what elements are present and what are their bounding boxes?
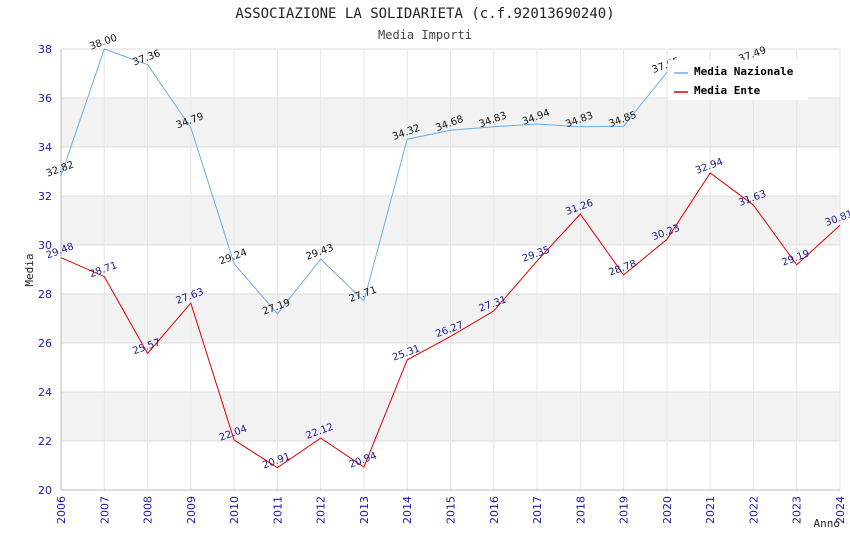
x-tick-label: 2007 — [98, 496, 111, 524]
grid-lines — [60, 48, 841, 491]
y-tick-label: 24 — [38, 386, 52, 399]
x-tick-label: 2009 — [185, 496, 198, 524]
legend-entry: Media Nazionale — [694, 65, 794, 78]
x-tick-label: 2010 — [228, 496, 241, 524]
y-tick-label: 32 — [38, 190, 52, 203]
data-label: 38.00 — [88, 33, 119, 53]
y-tick-label: 26 — [38, 337, 52, 350]
x-tick-label: 2022 — [747, 496, 760, 524]
x-tick-label: 2020 — [661, 496, 674, 524]
y-axis-ticks: 20 22 24 26 28 30 32 34 36 38 — [38, 43, 52, 497]
y-tick-label: 36 — [38, 92, 52, 105]
x-tick-label: 2014 — [401, 496, 414, 524]
x-tick-label: 2019 — [618, 496, 631, 524]
legend-box — [668, 60, 808, 100]
data-label: 25.31 — [391, 343, 422, 363]
x-tick-label: 2006 — [55, 496, 68, 524]
x-tick-label: 2017 — [531, 496, 544, 524]
x-tick-label: 2015 — [445, 496, 458, 524]
x-tick-label: 2024 — [834, 496, 847, 524]
data-label: 20.91 — [261, 451, 292, 471]
y-tick-label: 28 — [38, 288, 52, 301]
y-axis-label: Media — [23, 253, 36, 286]
data-label: 32.82 — [45, 159, 76, 179]
x-tick-label: 2011 — [271, 496, 284, 524]
x-tick-label: 2018 — [574, 496, 587, 524]
series-line-ente — [60, 172, 841, 469]
y-tick-label: 20 — [38, 484, 52, 497]
x-tick-label: 2023 — [791, 496, 804, 524]
y-tick-label: 34 — [38, 141, 52, 154]
y-tick-label: 22 — [38, 435, 52, 448]
series-lines — [60, 49, 841, 469]
x-tick-label: 2008 — [142, 496, 155, 524]
y-tick-label: 30 — [38, 239, 52, 252]
y-tick-label: 38 — [38, 43, 52, 56]
data-label: 37.36 — [131, 48, 162, 68]
data-label: 29.24 — [218, 247, 249, 267]
x-axis-label: Anno — [814, 517, 841, 530]
x-tick-label: 2012 — [315, 496, 328, 524]
legend: Media Nazionale Media Ente — [668, 60, 808, 100]
chart-subtitle: Media Importi — [378, 28, 472, 42]
data-label: 29.19 — [781, 248, 812, 268]
x-axis-ticks: 2006 2007 2008 2009 2010 2011 2012 2013 2014 2015… — [55, 496, 847, 524]
chart-title: ASSOCIAZIONE LA SOLIDARIETA (c.f.9201369… — [235, 6, 614, 22]
data-label: 20.94 — [348, 451, 379, 471]
legend-entry: Media Ente — [694, 84, 761, 97]
data-label: 28.71 — [88, 260, 119, 280]
x-tick-label: 2013 — [358, 496, 371, 524]
x-tick-label: 2021 — [704, 496, 717, 524]
x-tick-label: 2016 — [488, 496, 501, 524]
data-label: 28.78 — [607, 258, 638, 278]
